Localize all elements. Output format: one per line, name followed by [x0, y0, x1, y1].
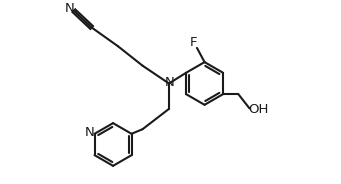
- Text: N: N: [165, 77, 174, 89]
- Text: F: F: [190, 36, 197, 49]
- Text: N: N: [65, 2, 75, 15]
- Text: OH: OH: [249, 103, 269, 116]
- Text: N: N: [85, 126, 94, 139]
